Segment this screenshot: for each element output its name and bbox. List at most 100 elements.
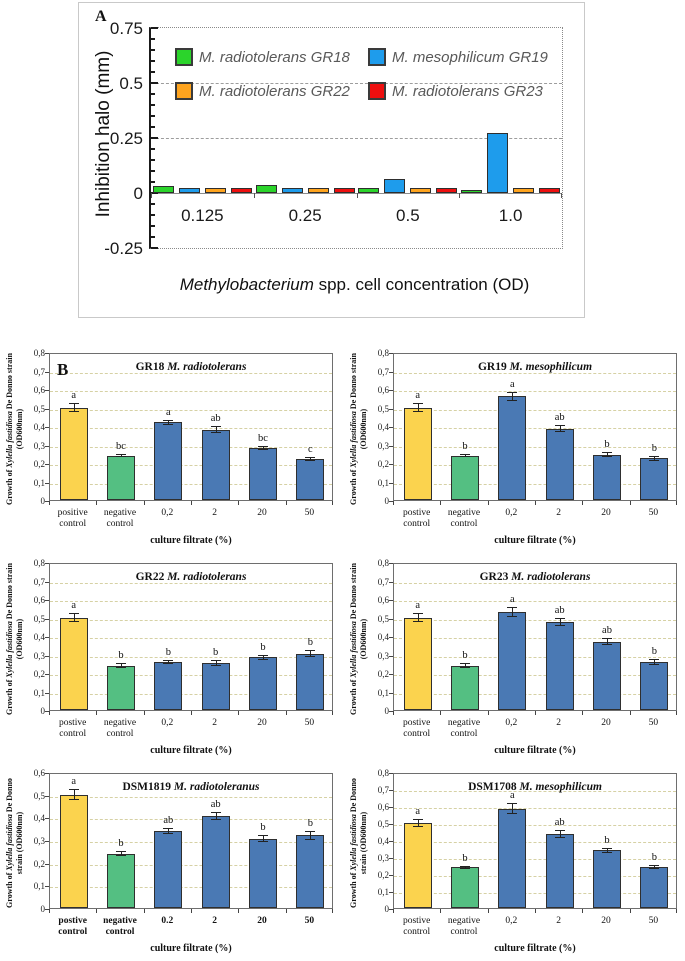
x-tick-label: postive control [402, 718, 431, 739]
y-tick-label: 0 [133, 184, 143, 203]
sig-letter: b [307, 637, 313, 649]
y-axis-title-species: Xylella fastidiosa [5, 814, 14, 871]
sig-letter: b [604, 439, 610, 451]
y-tick-mark [389, 482, 393, 484]
bar-negative-control [451, 455, 479, 500]
minor-tick [151, 60, 155, 62]
sig-letter: ab [210, 799, 221, 811]
error-bar-line [607, 453, 608, 456]
x-tick-label: 50 [648, 718, 659, 728]
y-tick-label: 0,5 [33, 613, 45, 624]
y-tick-label: 0,6 [33, 385, 45, 395]
chart-dsm1819: DSM1819 M. radiotoleranus a b ab ab b b 0,6 0,5 0… [1, 765, 345, 961]
y-tick-label: 0,4 [377, 836, 389, 846]
x-axis-title: culture filtrate (%) [150, 535, 232, 546]
gridline [394, 582, 676, 584]
sig-letter: bc [258, 432, 268, 444]
x-tick-mark [238, 909, 240, 913]
error-bar [649, 865, 660, 870]
chart-dsm1708: DSM1708 M. mesophilicum a b a ab b b 0,8 0,7 0,6 0… [345, 765, 685, 961]
y-tick-label: 0,7 [377, 576, 389, 587]
plot-area: GR19 M. mesophilicum a b a ab b b [393, 353, 677, 501]
sig-letter: ab [602, 624, 612, 636]
y-tick-mark [45, 841, 49, 842]
gridline [50, 819, 332, 821]
y-tick-mark [389, 581, 393, 583]
x-tick-mark [332, 711, 333, 715]
gridline [394, 638, 676, 639]
y-tick-mark [389, 427, 393, 428]
x-tick-label: 2 [212, 718, 218, 728]
sig-letter: b [462, 440, 468, 452]
x-tick-label: negative control [447, 916, 481, 937]
x-boundary-tick [253, 193, 255, 198]
x-tick-mark [582, 909, 584, 913]
y-axis-title-line2: strain (OD600nm) [359, 811, 369, 875]
bar-negative-control [107, 853, 135, 908]
x-tick-label: 0,2 [161, 508, 174, 518]
sig-letter: ab [554, 817, 565, 829]
error-bar [460, 453, 470, 458]
x-tick-mark [629, 711, 631, 715]
y-axis-title-species: Xylella fastidiosa [349, 621, 358, 678]
x-tick-label: negative control [103, 916, 137, 937]
y-axis-title: Growth of Xylella fastidiosa De Donno str… [5, 755, 26, 931]
y-tick-label: 0,7 [33, 366, 45, 377]
y-tick-label: 0,1 [33, 881, 45, 892]
y-tick-mark [45, 773, 49, 774]
legend-label: M. mesophilicum GR19 [392, 48, 548, 66]
legend-label: M. radiotolerans GR18 [199, 48, 350, 66]
gridline [50, 675, 332, 676]
bar-m-radiotolerans-gr18 [461, 190, 483, 193]
x-tick-mark [191, 501, 192, 505]
gridline [50, 582, 332, 584]
minor-tick [151, 225, 155, 227]
y-tick-mark [389, 692, 393, 694]
error-bar-line [417, 613, 419, 622]
y-tick-label: 0,5 [377, 819, 389, 829]
plot-area: GR23 M. radiotolerans a b a ab ab b [393, 563, 677, 711]
y-tick-mark [45, 909, 49, 910]
error-bar-line [654, 660, 656, 664]
legend-swatch [368, 82, 386, 100]
x-tick-label: 2 [556, 916, 562, 926]
minor-tick [151, 214, 155, 216]
y-axis-title-line2: (OD600nm) [359, 618, 369, 660]
gridline [50, 372, 332, 374]
bar-20 [249, 657, 277, 710]
y-tick-mark [389, 875, 393, 876]
error-bar [210, 812, 221, 821]
plot-area: GR22 M. radiotolerans a b b b b b [49, 563, 333, 711]
chart-title-strain: GR22 [135, 571, 168, 583]
x-tick-label: 20 [601, 508, 611, 518]
error-bar [602, 637, 612, 646]
bar-negative-control [451, 665, 479, 710]
error-bar-line [417, 403, 419, 412]
x-tick-mark [393, 711, 394, 715]
error-bar-line [465, 664, 466, 667]
sig-letter: a [415, 389, 420, 401]
legend-item: M. radiotolerans GR18 [175, 48, 350, 66]
error-bar-line [168, 828, 170, 834]
gridline [50, 796, 332, 798]
panel-a-x-axis-title: Methylobacterium spp. cell concentration… [149, 275, 560, 295]
x-tick-mark [285, 501, 287, 505]
minor-tick [151, 159, 155, 161]
plot-area: DSM1708 M. mesophilicum a b a ab b b [393, 773, 677, 909]
y-tick-mark [389, 909, 393, 910]
y-axis-title-line2: strain (OD600nm) [15, 811, 25, 875]
bar-m-radiotolerans-gr22 [410, 188, 432, 193]
x-tick-label: 2 [556, 718, 562, 728]
error-bar [554, 425, 565, 433]
error-bar-line [73, 403, 75, 412]
y-tick-mark [45, 427, 49, 428]
x-tick-label: 50 [304, 718, 315, 728]
chart-title-species: M. mesophilicum [519, 781, 602, 793]
x-tick-mark [676, 711, 677, 715]
y-tick-label: 0,7 [33, 576, 45, 587]
y-tick-label: 0,1 [377, 887, 389, 897]
bar-50 [296, 459, 325, 500]
x-tick-mark [143, 501, 145, 505]
gridline [394, 409, 676, 411]
x-tick-mark [191, 711, 192, 715]
